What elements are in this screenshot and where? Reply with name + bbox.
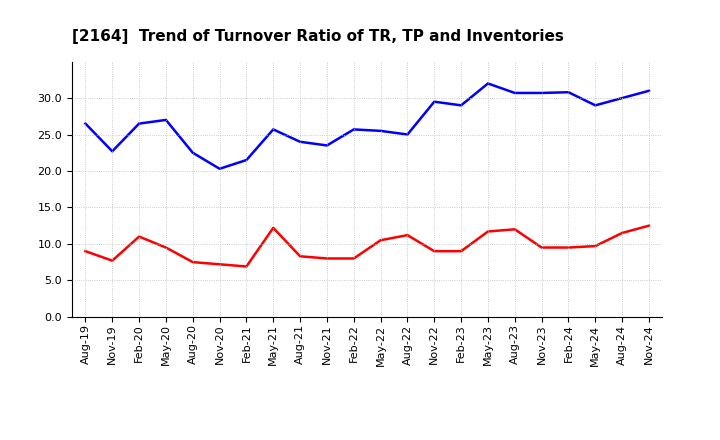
Trade Receivables — [644, 223, 653, 228]
Trade Payables — [135, 121, 143, 126]
Trade Receivables — [430, 249, 438, 254]
Trade Receivables — [296, 253, 305, 259]
Trade Receivables — [456, 249, 465, 254]
Trade Payables — [591, 103, 600, 108]
Trade Receivables — [215, 262, 224, 267]
Trade Receivables — [81, 249, 90, 254]
Line: Trade Payables: Trade Payables — [86, 84, 649, 169]
Trade Receivables — [161, 245, 170, 250]
Trade Payables — [189, 150, 197, 155]
Trade Receivables — [564, 245, 573, 250]
Trade Payables — [377, 128, 385, 133]
Trade Payables — [108, 149, 117, 154]
Trade Receivables — [591, 243, 600, 249]
Trade Payables — [618, 95, 626, 101]
Trade Receivables — [242, 264, 251, 269]
Trade Receivables — [189, 260, 197, 265]
Trade Receivables — [135, 234, 143, 239]
Line: Trade Receivables: Trade Receivables — [86, 226, 649, 267]
Trade Receivables — [510, 227, 519, 232]
Trade Payables — [403, 132, 412, 137]
Trade Payables — [430, 99, 438, 104]
Trade Receivables — [537, 245, 546, 250]
Trade Receivables — [269, 225, 278, 231]
Trade Receivables — [349, 256, 358, 261]
Trade Payables — [510, 90, 519, 95]
Trade Payables — [484, 81, 492, 86]
Trade Payables — [161, 117, 170, 123]
Trade Receivables — [377, 238, 385, 243]
Trade Payables — [296, 139, 305, 144]
Trade Receivables — [323, 256, 331, 261]
Trade Receivables — [403, 232, 412, 238]
Trade Payables — [269, 127, 278, 132]
Trade Payables — [564, 90, 573, 95]
Trade Payables — [215, 166, 224, 172]
Trade Receivables — [108, 258, 117, 263]
Trade Payables — [242, 158, 251, 163]
Trade Payables — [323, 143, 331, 148]
Trade Receivables — [484, 229, 492, 234]
Trade Payables — [644, 88, 653, 93]
Trade Payables — [349, 127, 358, 132]
Trade Payables — [81, 121, 90, 126]
Trade Payables — [456, 103, 465, 108]
Text: [2164]  Trend of Turnover Ratio of TR, TP and Inventories: [2164] Trend of Turnover Ratio of TR, TP… — [72, 29, 564, 44]
Trade Payables — [537, 90, 546, 95]
Trade Receivables — [618, 230, 626, 235]
